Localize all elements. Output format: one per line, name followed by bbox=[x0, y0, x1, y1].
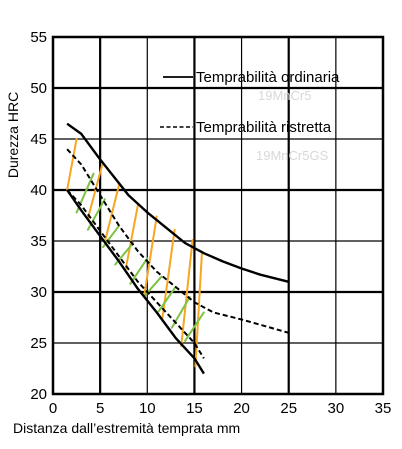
hatch-orange bbox=[180, 238, 194, 348]
plot-border bbox=[51, 35, 385, 396]
y-tick-label: 55 bbox=[30, 29, 47, 46]
tick-labels: 0 5 10 15 20 25 30 35 20 25 30 35 40 45 50 55 bbox=[30, 29, 391, 417]
background-label: 19MnCr5GS bbox=[256, 148, 329, 163]
grid bbox=[53, 37, 383, 394]
x-tick-label: 5 bbox=[96, 400, 104, 417]
y-axis-label: Durezza HRC bbox=[5, 92, 21, 178]
series-line-dashed-3 bbox=[66, 189, 205, 359]
y-tick-label: 35 bbox=[30, 233, 47, 250]
background-label: 19MnCr5 bbox=[258, 88, 311, 103]
hatch-orange bbox=[161, 228, 176, 320]
x-tick-label: 10 bbox=[139, 400, 156, 417]
series-layer bbox=[66, 122, 289, 375]
x-tick-label: 15 bbox=[186, 400, 203, 417]
hatch-green bbox=[170, 296, 191, 329]
x-tick-label: 0 bbox=[49, 400, 57, 417]
y-tick-label: 20 bbox=[30, 386, 47, 403]
y-tick-label: 45 bbox=[30, 131, 47, 148]
x-axis-label: Distanza dall’estremità temprata mm bbox=[13, 420, 240, 436]
x-tick-label: 35 bbox=[375, 400, 392, 417]
hatch-orange bbox=[66, 138, 78, 191]
x-tick-label: 20 bbox=[233, 400, 250, 417]
y-tick-label: 30 bbox=[30, 284, 47, 301]
series-line-dashed-2 bbox=[66, 148, 289, 334]
hatch-orange bbox=[143, 215, 158, 296]
legend: Temprabilità ordinaria Temprabilità rist… bbox=[160, 69, 340, 136]
hatch-green bbox=[157, 285, 177, 313]
hatch-green bbox=[86, 198, 106, 231]
y-tick-label: 40 bbox=[30, 182, 47, 199]
x-tick-label: 25 bbox=[280, 400, 297, 417]
hatch-orange bbox=[124, 204, 139, 271]
legend-label-ordinaria: Temprabilità ordinaria bbox=[196, 69, 340, 86]
y-tick-label: 50 bbox=[30, 80, 47, 97]
y-tick-label: 25 bbox=[30, 335, 47, 352]
series-line-solid-0 bbox=[66, 122, 289, 283]
hatch-green bbox=[129, 257, 149, 285]
hatch-orange bbox=[86, 164, 104, 220]
plot-frame bbox=[51, 35, 385, 396]
hatch-orange bbox=[103, 183, 120, 244]
series-line-solid-1 bbox=[66, 189, 205, 375]
hatch-green bbox=[184, 311, 205, 342]
legend-label-ristretta: Temprabilità ristretta bbox=[196, 119, 332, 136]
hatch-orange bbox=[194, 251, 203, 368]
x-tick-label: 30 bbox=[328, 400, 345, 417]
background-label-layer: 19MnCr5 19MnCr5GS bbox=[256, 88, 329, 163]
